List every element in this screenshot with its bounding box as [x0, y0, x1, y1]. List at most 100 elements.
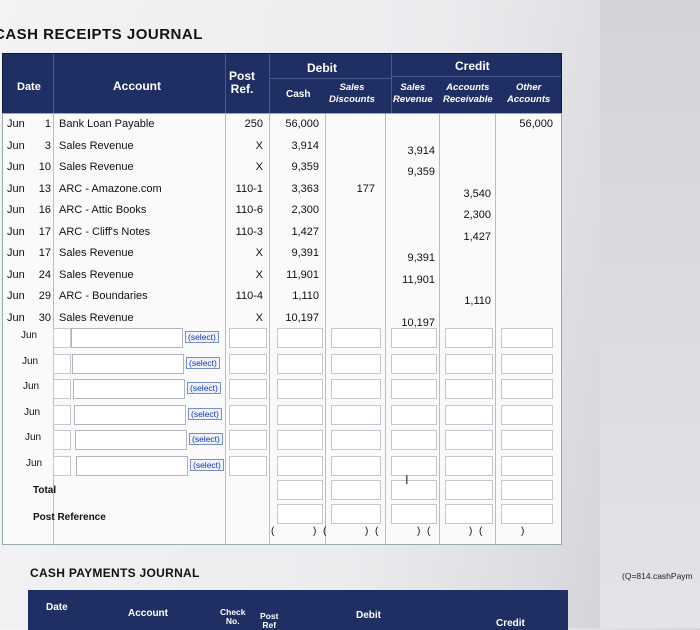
- row-month: Jun: [7, 161, 25, 173]
- entry-cash-input[interactable]: [277, 404, 323, 425]
- row-sales-revenue: 3,914: [407, 144, 435, 157]
- entry-post-ref-input[interactable]: [229, 455, 267, 476]
- postref-cash-input[interactable]: [277, 504, 323, 524]
- entry-account-input[interactable]: [71, 328, 183, 348]
- header-ar-line1: Accounts: [446, 82, 490, 93]
- entry-accounts-receivable-input[interactable]: [445, 430, 493, 450]
- entry-account-input[interactable]: [74, 404, 186, 425]
- row-post-ref: 110-3: [235, 225, 263, 238]
- row-accounts-receivable: 3,540: [463, 187, 491, 200]
- row-sales-revenue: 11,901: [402, 273, 435, 286]
- cash-payments-title: CASH PAYMENTS JOURNAL: [30, 566, 200, 580]
- row-month: Jun: [7, 311, 25, 324]
- entry-account-select[interactable]: (select): [188, 407, 222, 420]
- postref-srev-input[interactable]: [391, 504, 437, 524]
- entry-account-select[interactable]: (select): [190, 458, 224, 471]
- row-account: ARC - Attic Books: [59, 204, 147, 216]
- total-other-input[interactable]: [501, 480, 553, 500]
- entry-accounts-receivable-input[interactable]: [445, 404, 493, 425]
- entry-other-accounts-input[interactable]: [501, 430, 553, 450]
- entry-post-ref-input[interactable]: [229, 379, 267, 399]
- header-sales-discounts: Sales Discounts: [329, 82, 375, 106]
- header-sales-revenue-line2: Revenue: [393, 94, 433, 105]
- entry-sales-discounts-input[interactable]: [331, 379, 381, 399]
- postref-ar-input[interactable]: [445, 504, 493, 524]
- entry-post-ref-input[interactable]: [229, 353, 267, 374]
- entry-sales-revenue-input[interactable]: [391, 328, 437, 348]
- entry-accounts-receivable-input[interactable]: [445, 328, 493, 348]
- entry-account-input[interactable]: [72, 353, 184, 374]
- entry-month: Jun: [21, 330, 38, 341]
- entry-row: Jun (select): [3, 377, 561, 401]
- entry-accounts-receivable-input[interactable]: [445, 379, 493, 399]
- row-day: 1: [44, 118, 51, 130]
- entry-other-accounts-input[interactable]: [501, 353, 553, 374]
- entry-day-input[interactable]: [53, 379, 71, 399]
- entry-cash-input[interactable]: [277, 379, 323, 399]
- header-post-ref-line2: Ref.: [230, 82, 254, 96]
- entry-sales-revenue-input[interactable]: [391, 353, 437, 374]
- entry-account-select[interactable]: (select): [187, 382, 221, 394]
- row-month: Jun: [7, 182, 25, 195]
- row-cash: 11,901: [286, 268, 319, 281]
- postref-sdisc-input[interactable]: [331, 504, 381, 524]
- entry-sales-revenue-input[interactable]: [391, 379, 437, 399]
- entry-month: Jun: [24, 406, 41, 418]
- paren-open-srev: (: [375, 526, 379, 537]
- entry-sales-discounts-input[interactable]: [331, 430, 381, 450]
- entry-other-accounts-input[interactable]: [501, 328, 553, 348]
- payments-header-check-line1: Check: [220, 607, 246, 617]
- paren-open-ar: (: [427, 526, 431, 537]
- entry-day-input[interactable]: [53, 404, 71, 425]
- entry-row: Jun (select): [3, 454, 561, 478]
- paren-close-other: ): [521, 526, 525, 537]
- entry-day-input[interactable]: [53, 430, 71, 450]
- entry-day-input[interactable]: [53, 328, 71, 348]
- header-debit: Debit: [307, 61, 337, 75]
- total-ar-input[interactable]: [445, 480, 493, 500]
- payments-header-debit: Debit: [356, 610, 381, 621]
- entry-month: Jun: [22, 355, 39, 367]
- entry-accounts-receivable-input[interactable]: [445, 353, 493, 374]
- entry-sales-revenue-input[interactable]: [391, 404, 437, 425]
- entry-sales-revenue-input[interactable]: [391, 430, 437, 450]
- header-accounts-receivable: Accounts Receivable: [443, 82, 493, 106]
- entry-sales-revenue-input[interactable]: [391, 455, 437, 476]
- entry-day-input[interactable]: [53, 455, 71, 476]
- row-post-ref: 110-4: [235, 290, 263, 302]
- payments-header-post-line1: Post: [260, 611, 279, 621]
- total-cash-input[interactable]: [277, 480, 323, 500]
- entry-account-select[interactable]: (select): [189, 433, 223, 445]
- entry-sales-discounts-input[interactable]: [331, 353, 381, 374]
- entry-sales-discounts-input[interactable]: [331, 328, 381, 348]
- row-account: Sales Revenue: [59, 139, 134, 152]
- total-sdisc-input[interactable]: [331, 480, 381, 500]
- post-reference-label: Post Reference: [33, 512, 106, 523]
- header-date: Date: [17, 81, 41, 93]
- entry-other-accounts-input[interactable]: [501, 455, 553, 476]
- entry-account-input[interactable]: [73, 379, 185, 399]
- entry-other-accounts-input[interactable]: [501, 379, 553, 399]
- entry-account-select[interactable]: (select): [185, 331, 219, 343]
- entry-cash-input[interactable]: [277, 455, 323, 476]
- entry-day-input[interactable]: [53, 353, 71, 374]
- header-sales-discounts-line1: Sales: [339, 82, 365, 93]
- row-day: 13: [38, 182, 51, 195]
- entry-post-ref-input[interactable]: [229, 404, 267, 425]
- entry-post-ref-input[interactable]: [229, 430, 267, 450]
- entry-account-input[interactable]: [76, 455, 188, 476]
- entry-account-select[interactable]: (select): [186, 356, 220, 369]
- entry-cash-input[interactable]: [277, 328, 323, 348]
- entry-sales-discounts-input[interactable]: [331, 404, 381, 425]
- entry-cash-input[interactable]: [277, 430, 323, 450]
- entry-post-ref-input[interactable]: [229, 328, 267, 348]
- total-srev-input[interactable]: [391, 480, 437, 500]
- row-account: Sales Revenue: [59, 161, 134, 173]
- postref-other-input[interactable]: [501, 504, 553, 524]
- payments-header: Date Account Check No. Post Ref Debit Cr…: [28, 590, 568, 630]
- entry-cash-input[interactable]: [277, 353, 323, 374]
- entry-sales-discounts-input[interactable]: [331, 455, 381, 476]
- entry-accounts-receivable-input[interactable]: [445, 455, 493, 476]
- entry-other-accounts-input[interactable]: [501, 404, 553, 425]
- entry-account-input[interactable]: [75, 430, 187, 450]
